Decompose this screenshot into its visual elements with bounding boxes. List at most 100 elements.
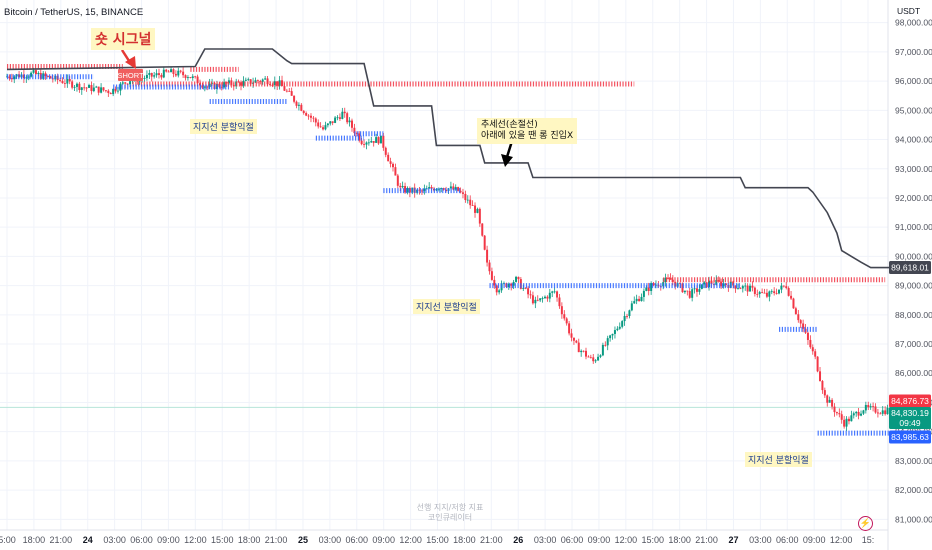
x-axis-tick-label: 12:00 xyxy=(830,535,853,545)
candle-body xyxy=(710,280,713,285)
candle-body xyxy=(319,126,322,128)
candle-body xyxy=(196,76,199,84)
countdown-label: 09:49 xyxy=(899,418,921,428)
candle-body xyxy=(534,299,537,304)
candle-body xyxy=(761,292,764,293)
candle-body xyxy=(756,293,759,295)
candle-body xyxy=(734,285,737,289)
candle-body xyxy=(8,76,11,79)
candle-body xyxy=(585,350,587,357)
candle-body xyxy=(461,192,464,194)
candle-body xyxy=(293,95,296,102)
candle-body xyxy=(66,79,69,84)
candle-body xyxy=(153,75,156,77)
candle-body xyxy=(97,86,100,93)
y-axis-tick-label: 92,000.00 xyxy=(895,193,932,203)
candle-body xyxy=(237,81,240,83)
candle-body xyxy=(59,79,62,81)
candle-body xyxy=(867,404,870,408)
x-axis-tick-label: 18:00 xyxy=(668,535,691,545)
candle-body xyxy=(186,77,189,79)
candle-body xyxy=(838,413,841,415)
x-axis-tick-label: 06:00 xyxy=(346,535,369,545)
short-arrow-head xyxy=(125,56,136,69)
candle-body xyxy=(628,310,631,317)
candle-body xyxy=(112,88,115,95)
candle-body xyxy=(469,199,472,206)
x-axis-tick-label: 15:00 xyxy=(641,535,664,545)
candle-body xyxy=(568,323,571,334)
candle-body xyxy=(794,308,797,315)
candle-body xyxy=(360,140,363,145)
candle-body xyxy=(30,72,33,77)
candle-body xyxy=(322,127,325,130)
support-note-text: 지지선 분할익절 xyxy=(193,123,254,133)
candle-body xyxy=(348,120,351,123)
candle-body xyxy=(823,390,826,396)
candle-body xyxy=(47,76,50,77)
candle-body xyxy=(647,287,650,292)
candle-body xyxy=(847,418,850,422)
candle-body xyxy=(302,110,305,114)
support-note-2: 지지선 분할익절 xyxy=(413,299,480,314)
candle-body xyxy=(691,289,694,298)
candle-body xyxy=(770,291,773,293)
y-axis-tick-label: 91,000.00 xyxy=(895,222,932,232)
candle-body xyxy=(162,69,165,78)
candle-body xyxy=(271,84,274,86)
candle-body xyxy=(753,287,756,294)
x-axis-tick-label: 21:00 xyxy=(480,535,503,545)
candle-body xyxy=(430,187,433,189)
candle-body xyxy=(792,298,795,309)
candle-body xyxy=(49,76,52,79)
candle-body xyxy=(100,87,103,93)
candle-body xyxy=(720,281,723,287)
candle-body xyxy=(831,399,834,407)
candle-body xyxy=(384,147,387,155)
candle-body xyxy=(350,120,353,128)
candle-body xyxy=(512,281,515,286)
trend-note-line-2: 아래에 있을 땐 롱 진입X xyxy=(481,131,574,141)
candle-body xyxy=(404,186,407,193)
candle-body xyxy=(517,276,520,280)
candle-body xyxy=(749,285,752,292)
candle-body xyxy=(869,406,872,408)
candle-body xyxy=(61,80,64,84)
candle-body xyxy=(143,78,146,79)
candle-body xyxy=(695,288,698,292)
candle-body xyxy=(71,81,74,88)
candle-body xyxy=(488,262,491,272)
candle-body xyxy=(363,144,366,145)
candle-body xyxy=(80,87,83,90)
candle-body xyxy=(527,288,530,295)
x-axis-tick-label: 09:00 xyxy=(588,535,611,545)
candle-body xyxy=(119,83,122,91)
candle-body xyxy=(309,115,312,118)
candle-body xyxy=(227,80,230,84)
x-axis-tick-label: 12:00 xyxy=(399,535,422,545)
candle-body xyxy=(664,277,667,283)
candle-body xyxy=(341,111,344,119)
candle-body xyxy=(367,142,370,144)
candle-body xyxy=(558,297,561,307)
alert-icon[interactable]: ⚡ xyxy=(858,516,873,531)
candle-body xyxy=(365,142,368,145)
candle-body xyxy=(498,290,501,293)
candle-body xyxy=(790,295,793,299)
candle-body xyxy=(843,419,846,427)
candle-body xyxy=(145,74,148,79)
candle-body xyxy=(874,406,877,413)
candle-body xyxy=(816,356,819,372)
candle-body xyxy=(440,188,443,189)
candle-body xyxy=(744,285,747,287)
candle-body xyxy=(379,135,382,144)
candle-body xyxy=(821,381,824,391)
x-axis-tick-label: 03:00 xyxy=(103,535,126,545)
x-axis-tick-label: 06:00 xyxy=(130,535,153,545)
x-axis-tick-label: 09:00 xyxy=(157,535,180,545)
candle-body xyxy=(324,125,327,130)
y-axis-tick-label: 81,000.00 xyxy=(895,514,932,524)
candle-body xyxy=(806,332,809,340)
candle-body xyxy=(449,186,452,189)
